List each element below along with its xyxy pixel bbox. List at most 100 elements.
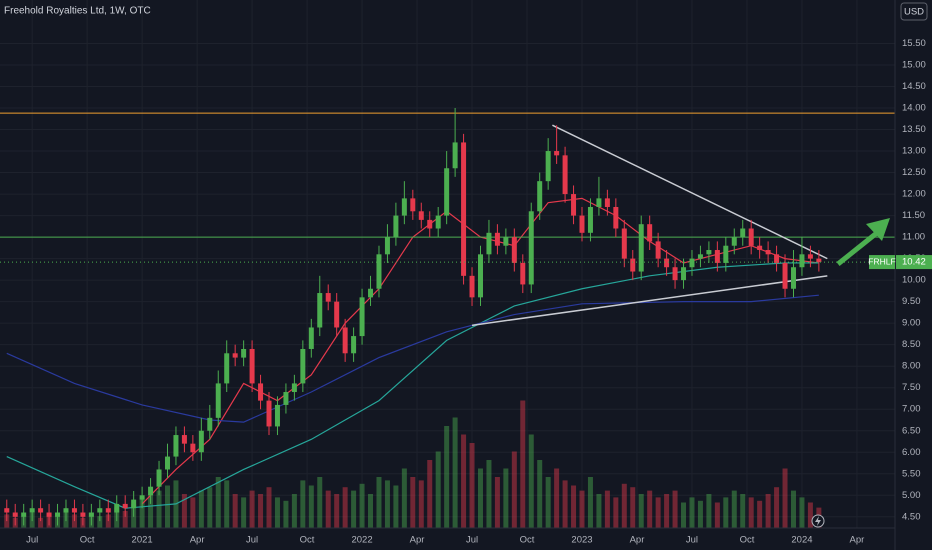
candle-body <box>681 267 687 281</box>
candle-body <box>334 301 340 328</box>
candle-body <box>714 250 720 263</box>
candle-body <box>156 469 162 487</box>
candle-body <box>638 224 644 272</box>
volume-bar <box>384 480 390 528</box>
volume-bar <box>604 490 610 528</box>
volume-bar <box>232 494 238 528</box>
candle-body <box>494 232 500 246</box>
candle-body <box>528 211 534 285</box>
volume-bar <box>765 494 771 528</box>
candle-body <box>88 512 94 517</box>
candle-body <box>384 237 390 255</box>
candle-body <box>207 417 213 431</box>
candle-body <box>697 254 703 259</box>
volume-bar <box>38 517 44 528</box>
y-tick-label: 13.00 <box>902 146 926 157</box>
x-tick-label: Jul <box>686 535 698 546</box>
volume-bar <box>647 490 653 528</box>
y-tick-label: 9.50 <box>902 296 921 307</box>
candle-body <box>664 258 670 268</box>
volume-bar <box>520 400 526 528</box>
x-tick-label: 2021 <box>132 535 153 546</box>
volume-bar <box>444 426 450 528</box>
volume-bar <box>774 487 780 528</box>
volume-bar <box>807 502 813 528</box>
x-tick-label: Oct <box>300 535 315 546</box>
trendline <box>552 124 828 260</box>
arrow-head <box>866 218 890 241</box>
candle-body <box>461 142 467 276</box>
volume-bar <box>359 483 365 528</box>
candle-body <box>12 512 18 517</box>
candle-body <box>689 258 695 268</box>
candle-body <box>291 383 297 393</box>
candle-body <box>139 495 145 500</box>
candle-body <box>579 215 585 233</box>
candle-body <box>97 508 103 513</box>
candle-body <box>545 151 551 182</box>
volume-bar <box>401 468 407 528</box>
currency: USD <box>904 7 924 18</box>
candle-body <box>351 336 357 354</box>
volume-bar <box>638 494 644 528</box>
y-tick-label: 7.00 <box>902 404 921 415</box>
candle-body <box>224 353 230 384</box>
volume-bar <box>554 468 560 528</box>
volume-bar <box>148 494 154 528</box>
candle-body <box>258 383 264 401</box>
x-tick-label: Jul <box>26 535 38 546</box>
candle-body <box>300 348 306 384</box>
candle-body <box>401 198 407 216</box>
price-symbol-box <box>869 255 895 270</box>
volume-bar <box>681 502 687 528</box>
candle-body <box>173 435 179 457</box>
candle-body <box>325 293 331 302</box>
volume-bar <box>427 460 433 528</box>
candle-body <box>29 508 35 513</box>
y-tick-label: 15.50 <box>902 38 926 49</box>
volume-bar <box>224 480 230 528</box>
trendline <box>471 275 828 327</box>
candle-body <box>604 198 610 207</box>
candle-body <box>621 228 627 259</box>
volume-bar <box>368 494 374 528</box>
x-tick-label: 2022 <box>351 535 372 546</box>
currency-box[interactable] <box>900 2 928 21</box>
candle-body <box>342 327 348 354</box>
volume-bar <box>469 443 475 528</box>
candle-body <box>469 275 475 298</box>
candle-body <box>4 508 10 513</box>
y-tick-label: 14.00 <box>902 103 926 114</box>
price-symbol: FRHLF <box>868 256 895 266</box>
event-icon-bolt <box>815 516 821 526</box>
candle-body <box>435 215 441 229</box>
volume-bar <box>799 497 805 528</box>
plot-area <box>0 0 895 528</box>
volume-bar <box>393 485 399 528</box>
volume-bar <box>418 480 424 528</box>
candle-body <box>241 348 247 358</box>
candle-body <box>672 267 678 281</box>
volume-bar <box>291 494 297 528</box>
candle-body <box>706 250 712 255</box>
candle-body <box>359 297 365 337</box>
y-tick-label: 11.00 <box>902 232 925 243</box>
volume-bar <box>283 500 289 528</box>
x-tick-label: Oct <box>740 535 755 546</box>
x-tick-label: Apr <box>190 535 205 546</box>
candle-body <box>308 327 314 349</box>
y-tick-label: 6.50 <box>902 425 921 436</box>
candle-body <box>46 512 52 517</box>
candle-body <box>782 262 788 289</box>
x-tick-label: Apr <box>850 535 865 546</box>
price-value-box <box>896 255 932 270</box>
candle-body <box>376 254 382 289</box>
volume-bar <box>562 480 568 528</box>
candle-body <box>511 237 517 263</box>
candle-body <box>765 250 771 255</box>
x-tick-label: Oct <box>520 535 535 546</box>
x-tick-label: Oct <box>80 535 95 546</box>
volume-bar <box>156 490 162 528</box>
candle-body <box>587 206 593 233</box>
volume-bar <box>435 451 441 528</box>
